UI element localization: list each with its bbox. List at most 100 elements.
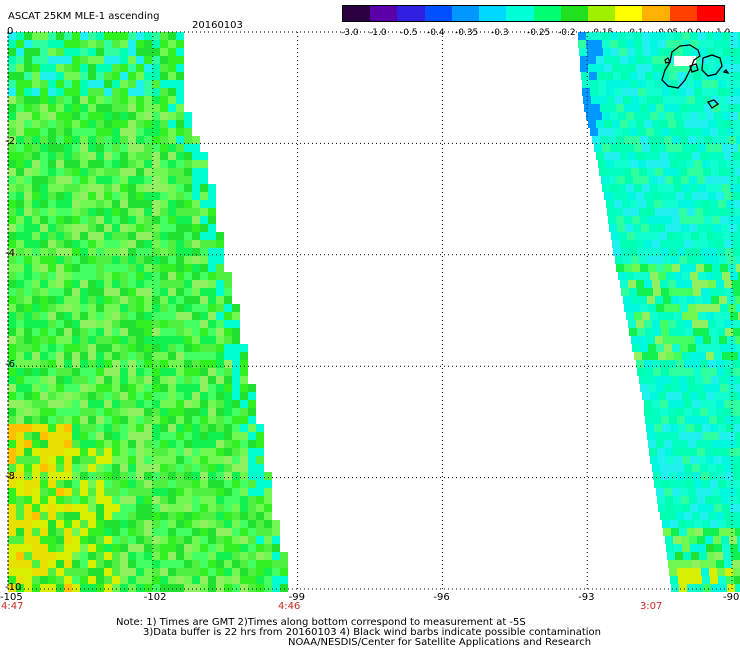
wind-cell	[136, 120, 144, 128]
wind-cell	[88, 288, 96, 296]
wind-cell	[642, 112, 650, 120]
wind-cell	[168, 208, 176, 216]
wind-cell	[184, 376, 192, 384]
wind-cell	[280, 560, 288, 568]
wind-cell	[8, 56, 16, 64]
wind-cell	[224, 360, 232, 368]
wind-cell	[48, 120, 56, 128]
wind-cell	[629, 72, 637, 80]
wind-cell	[670, 576, 678, 584]
wind-cell	[192, 488, 200, 496]
wind-cell	[192, 528, 200, 536]
wind-cell	[631, 96, 639, 104]
wind-cell	[88, 544, 96, 552]
wind-cell	[589, 72, 597, 80]
wind-cell	[112, 184, 120, 192]
wind-cell	[662, 160, 670, 168]
wind-cell	[48, 160, 56, 168]
wind-cell	[128, 328, 136, 336]
wind-cell	[216, 264, 224, 272]
wind-cell	[104, 328, 112, 336]
wind-cell	[208, 296, 216, 304]
wind-cell	[152, 288, 160, 296]
wind-cell	[160, 224, 168, 232]
wind-cell	[56, 160, 64, 168]
wind-cell	[192, 424, 200, 432]
wind-cell	[120, 472, 128, 480]
wind-cell	[24, 296, 32, 304]
wind-cell	[724, 64, 732, 72]
wind-cell	[712, 488, 720, 496]
wind-cell	[690, 456, 698, 464]
wind-cell	[8, 184, 16, 192]
wind-cell	[88, 576, 96, 584]
wind-cell	[718, 520, 726, 528]
wind-cell	[8, 584, 16, 592]
wind-cell	[705, 224, 713, 232]
wind-cell	[670, 160, 678, 168]
wind-cell	[80, 328, 88, 336]
wind-cell	[168, 296, 176, 304]
wind-cell	[727, 528, 735, 536]
wind-cell	[216, 344, 224, 352]
wind-cell	[620, 64, 628, 72]
wind-cell	[720, 344, 728, 352]
wind-cell	[120, 584, 128, 592]
wind-cell	[144, 392, 152, 400]
wind-cell	[56, 64, 64, 72]
wind-cell	[72, 528, 80, 536]
wind-cell	[24, 560, 32, 568]
wind-cell	[72, 104, 80, 112]
wind-cell	[56, 520, 64, 528]
wind-cell	[80, 552, 88, 560]
wind-cell	[152, 536, 160, 544]
wind-cell	[640, 216, 648, 224]
wind-cell	[72, 384, 80, 392]
wind-cell	[704, 384, 712, 392]
wind-cell	[128, 520, 136, 528]
wind-cell	[104, 120, 112, 128]
wind-cell	[64, 136, 72, 144]
wind-cell	[144, 488, 152, 496]
wind-cell	[684, 360, 692, 368]
wind-cell	[184, 136, 192, 144]
wind-cell	[128, 168, 136, 176]
wind-cell	[696, 216, 704, 224]
wind-cell	[8, 392, 16, 400]
wind-cell	[144, 40, 152, 48]
wind-cell	[104, 472, 112, 480]
wind-cell	[667, 552, 675, 560]
wind-cell	[232, 448, 240, 456]
wind-cell	[152, 352, 160, 360]
wind-cell	[248, 448, 256, 456]
wind-cell	[32, 376, 40, 384]
wind-cell	[160, 32, 168, 40]
wind-cell	[8, 208, 16, 216]
wind-cell	[112, 416, 120, 424]
wind-cell	[40, 328, 48, 336]
wind-cell	[80, 128, 88, 136]
wind-cell	[680, 216, 688, 224]
wind-cell	[216, 504, 224, 512]
wind-cell	[683, 232, 691, 240]
wind-cell	[729, 176, 737, 184]
wind-cell	[72, 360, 80, 368]
wind-cell	[88, 240, 96, 248]
wind-cell	[8, 288, 16, 296]
wind-cell	[216, 312, 224, 320]
wind-cell	[64, 256, 72, 264]
wind-cell	[88, 320, 96, 328]
wind-cell	[184, 512, 192, 520]
wind-cell	[731, 232, 739, 240]
wind-cell	[590, 128, 598, 136]
wind-cell	[8, 376, 16, 384]
wind-cell	[64, 80, 72, 88]
wind-cell	[48, 440, 56, 448]
wind-cell	[578, 32, 586, 40]
wind-cell	[686, 480, 694, 488]
wind-cell	[655, 168, 663, 176]
wind-cell	[80, 280, 88, 288]
wind-cell	[184, 112, 192, 120]
wind-cell	[645, 248, 653, 256]
wind-cell	[32, 136, 40, 144]
